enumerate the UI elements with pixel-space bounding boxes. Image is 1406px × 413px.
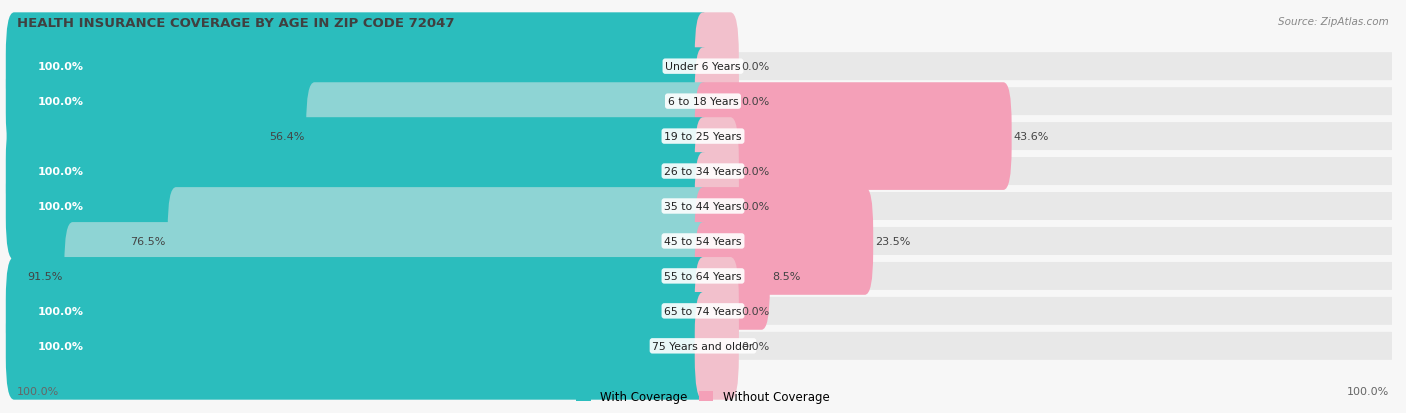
FancyBboxPatch shape <box>695 257 738 365</box>
FancyBboxPatch shape <box>6 153 711 260</box>
Text: 100.0%: 100.0% <box>38 341 84 351</box>
Text: 55 to 64 Years: 55 to 64 Years <box>664 271 742 281</box>
FancyBboxPatch shape <box>14 53 1392 81</box>
FancyBboxPatch shape <box>14 297 1392 325</box>
FancyBboxPatch shape <box>6 257 711 365</box>
FancyBboxPatch shape <box>695 13 738 121</box>
Text: Under 6 Years: Under 6 Years <box>665 62 741 72</box>
Text: 8.5%: 8.5% <box>772 271 800 281</box>
FancyBboxPatch shape <box>167 188 711 295</box>
FancyBboxPatch shape <box>14 88 1392 116</box>
FancyBboxPatch shape <box>6 292 711 400</box>
Text: 26 to 34 Years: 26 to 34 Years <box>664 166 742 177</box>
Text: 65 to 74 Years: 65 to 74 Years <box>664 306 742 316</box>
Text: 43.6%: 43.6% <box>1014 132 1049 142</box>
Text: 0.0%: 0.0% <box>741 62 769 72</box>
FancyBboxPatch shape <box>695 188 873 295</box>
FancyBboxPatch shape <box>695 118 738 225</box>
Legend: With Coverage, Without Coverage: With Coverage, Without Coverage <box>572 385 834 408</box>
Text: Source: ZipAtlas.com: Source: ZipAtlas.com <box>1278 17 1389 26</box>
FancyBboxPatch shape <box>14 262 1392 290</box>
Text: 35 to 44 Years: 35 to 44 Years <box>664 202 742 211</box>
FancyBboxPatch shape <box>6 48 711 156</box>
Text: HEALTH INSURANCE COVERAGE BY AGE IN ZIP CODE 72047: HEALTH INSURANCE COVERAGE BY AGE IN ZIP … <box>17 17 454 29</box>
FancyBboxPatch shape <box>6 13 711 121</box>
FancyBboxPatch shape <box>695 292 738 400</box>
FancyBboxPatch shape <box>14 123 1392 151</box>
FancyBboxPatch shape <box>695 48 738 156</box>
FancyBboxPatch shape <box>6 118 711 225</box>
Text: 100.0%: 100.0% <box>38 166 84 177</box>
Text: 91.5%: 91.5% <box>27 271 62 281</box>
FancyBboxPatch shape <box>14 158 1392 185</box>
Text: 0.0%: 0.0% <box>741 341 769 351</box>
Text: 75 Years and older: 75 Years and older <box>652 341 754 351</box>
Text: 100.0%: 100.0% <box>38 202 84 211</box>
Text: 0.0%: 0.0% <box>741 202 769 211</box>
FancyBboxPatch shape <box>14 228 1392 255</box>
Text: 6 to 18 Years: 6 to 18 Years <box>668 97 738 107</box>
Text: 100.0%: 100.0% <box>38 306 84 316</box>
Text: 100.0%: 100.0% <box>17 387 59 396</box>
FancyBboxPatch shape <box>14 332 1392 360</box>
Text: 100.0%: 100.0% <box>38 62 84 72</box>
Text: 100.0%: 100.0% <box>38 97 84 107</box>
Text: 0.0%: 0.0% <box>741 166 769 177</box>
Text: 0.0%: 0.0% <box>741 97 769 107</box>
FancyBboxPatch shape <box>307 83 711 190</box>
FancyBboxPatch shape <box>695 83 1012 190</box>
FancyBboxPatch shape <box>695 223 770 330</box>
Text: 0.0%: 0.0% <box>741 306 769 316</box>
Text: 19 to 25 Years: 19 to 25 Years <box>664 132 742 142</box>
Text: 100.0%: 100.0% <box>1347 387 1389 396</box>
Text: 45 to 54 Years: 45 to 54 Years <box>664 236 742 247</box>
FancyBboxPatch shape <box>695 153 738 260</box>
Text: 56.4%: 56.4% <box>269 132 304 142</box>
FancyBboxPatch shape <box>14 192 1392 221</box>
FancyBboxPatch shape <box>65 223 711 330</box>
Text: 23.5%: 23.5% <box>875 236 911 247</box>
Text: 76.5%: 76.5% <box>131 236 166 247</box>
